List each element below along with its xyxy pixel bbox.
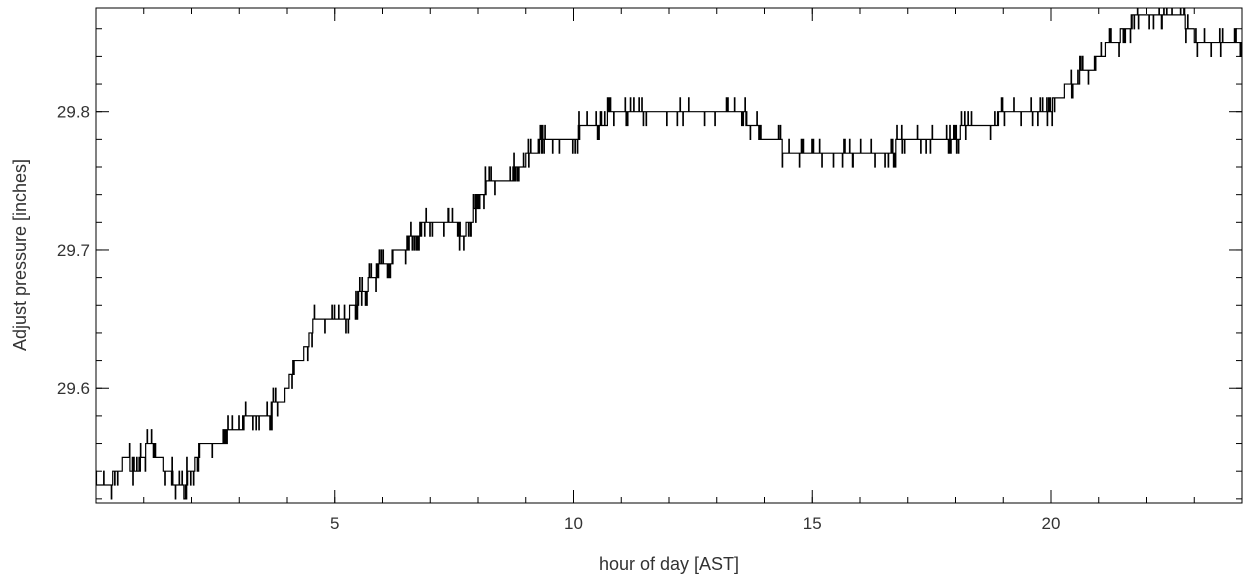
axis-ticks: 5 10 15 20 29.6 29.7 29.8 (57, 8, 1242, 533)
x-tick-label: 5 (330, 514, 339, 533)
x-tick-label: 20 (1042, 514, 1061, 533)
y-tick-label: 29.8 (57, 103, 90, 122)
plot-frame (95, 7, 1243, 504)
x-tick-label: 15 (803, 514, 822, 533)
y-tick-label: 29.6 (57, 379, 90, 398)
y-axis-label: Adjust pressure [inches] (10, 159, 30, 351)
y-tick-label: 29.7 (57, 241, 90, 260)
x-tick-label: 10 (564, 514, 583, 533)
x-axis-label: hour of day [AST] (599, 554, 739, 574)
plot-layer (96, 8, 1242, 500)
pressure-series-line (96, 8, 1242, 500)
